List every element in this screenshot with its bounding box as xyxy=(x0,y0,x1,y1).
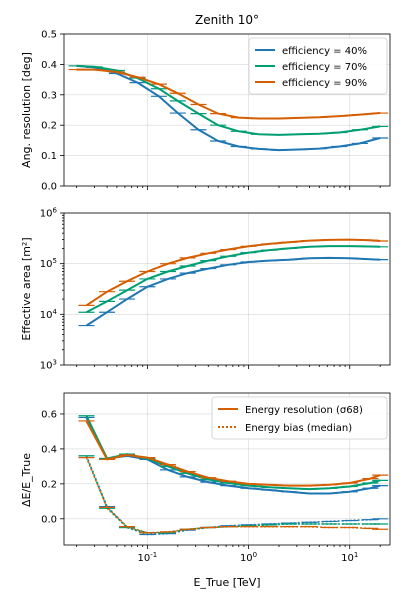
y-tick-label: 0.2 xyxy=(41,479,57,490)
chart-title: Zenith 10° xyxy=(195,13,259,27)
y-tick-label: 0.0 xyxy=(41,514,57,525)
y-tick-label: 0.4 xyxy=(41,60,57,71)
bias-series-line xyxy=(85,457,381,534)
y-axis-label: Effective area [m²] xyxy=(20,237,33,340)
plot-frame xyxy=(63,33,391,187)
y-axis-label: Ang. resolution [deg] xyxy=(20,52,33,168)
legend: efficiency = 40% efficiency = 70% effici… xyxy=(248,37,388,95)
angular-resolution-panel: Zenith 10° Ang. resolution [deg] 0.0 0.1 0… xyxy=(20,13,391,193)
bias-series-line xyxy=(85,455,381,536)
series-line xyxy=(85,238,381,307)
legend-box xyxy=(211,396,388,440)
y-tick-label: 0.2 xyxy=(41,121,57,132)
y-tick-label: 0.0 xyxy=(41,182,57,193)
y-tick-label: 105 xyxy=(40,257,57,270)
series-line xyxy=(85,245,381,314)
y-tick-label: 0.1 xyxy=(41,151,57,162)
y-tick-label: 104 xyxy=(40,308,58,321)
series-line xyxy=(85,256,381,327)
series-line xyxy=(85,417,381,495)
x-tick-label: 100 xyxy=(240,551,257,564)
legend-label-40: efficiency = 40% xyxy=(282,46,367,57)
legend-label-bias: Energy bias (median) xyxy=(245,423,352,434)
y-tick-label: 0.5 xyxy=(41,30,57,41)
x-tick-label: 10-1 xyxy=(138,551,158,564)
x-axis-label: E_True [TeV] xyxy=(193,576,260,589)
y-tick-label: 0.6 xyxy=(41,409,57,420)
legend-label-70: efficiency = 70% xyxy=(282,62,367,73)
plot-frame xyxy=(63,392,391,546)
y-tick-label: 0.3 xyxy=(41,90,57,101)
y-tick-label: 106 xyxy=(40,207,58,220)
y-tick-label: 103 xyxy=(40,359,57,372)
series-line xyxy=(76,68,381,120)
legend: Energy resolution (σ68) Energy bias (med… xyxy=(211,396,388,440)
series-line xyxy=(85,420,381,487)
bias-series-line xyxy=(85,455,381,534)
legend-label-resolution: Energy resolution (σ68) xyxy=(245,405,363,416)
x-tick-label: 101 xyxy=(341,551,358,564)
energy-resolution-panel: ΔE/E_True E_True [TeV] 10-1 100 101 0.0 0.2 0… xyxy=(20,392,391,589)
effective-area-panel: Effective area [m²] 103 104 105 106 xyxy=(20,207,391,372)
y-tick-label: 0.4 xyxy=(41,444,57,455)
legend-label-90: efficiency = 90% xyxy=(282,78,367,89)
series-line xyxy=(76,64,381,152)
plot-frame xyxy=(63,212,391,366)
legend-box xyxy=(248,37,388,95)
y-axis-label: ΔE/E_True xyxy=(20,453,33,507)
